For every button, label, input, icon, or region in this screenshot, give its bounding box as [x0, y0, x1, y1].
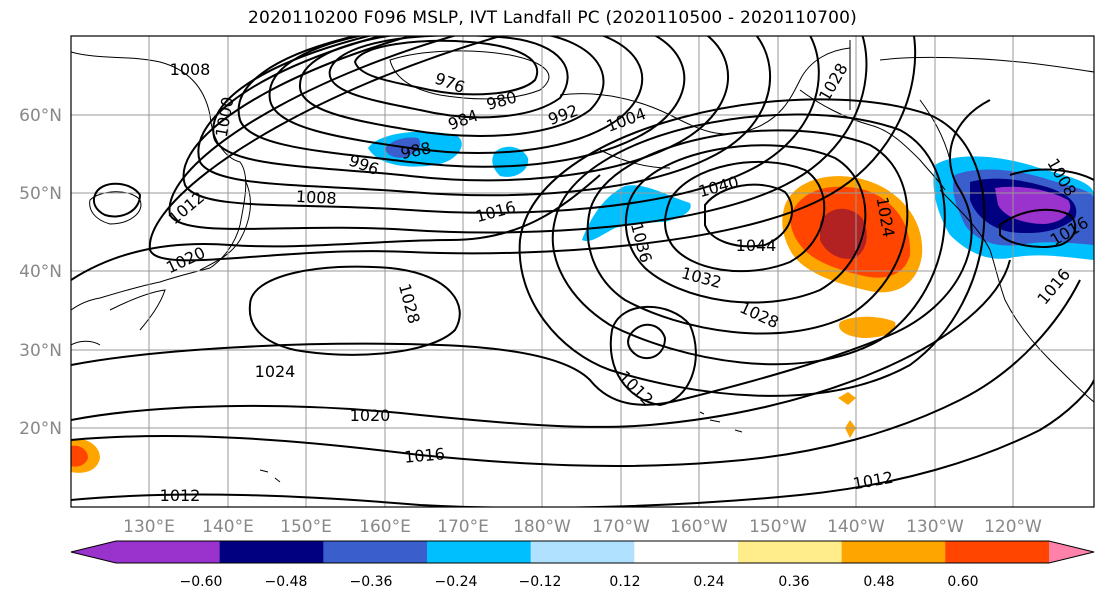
map-frame [70, 35, 1095, 508]
ivt-negative-region-core [995, 186, 1071, 224]
colorbar-tick-labels: −0.60 −0.48 −0.36 −0.24 −0.12 0.12 0.24 … [180, 574, 979, 590]
colorbar [70, 540, 1095, 564]
map-title: 2020110200 F096 MSLP, IVT Landfall PC (2… [248, 8, 857, 28]
ivt-shading [71, 131, 1094, 473]
colorbar-segment [323, 541, 428, 563]
colorbar-segment [945, 541, 1050, 563]
isobar-label: 1008 [170, 60, 211, 79]
lon-tick-label: 170°E [437, 517, 489, 537]
ivt-positive-region [838, 392, 856, 405]
lat-tick-label: 50°N [19, 184, 62, 204]
isobar-label: 1012 [160, 486, 201, 505]
colorbar-segment [530, 541, 635, 563]
ivt-negative-region [492, 146, 529, 177]
colorbar-tick-label: −0.48 [265, 574, 308, 590]
colorbar-tick-label: −0.36 [350, 574, 393, 590]
ivt-positive-region [845, 420, 856, 438]
lon-tick-label: 160°W [670, 517, 728, 537]
lon-tick-label: 150°W [749, 517, 807, 537]
colorbar-tick-label: 0.48 [863, 574, 894, 590]
colorbar-tick-label: 0.36 [778, 574, 809, 590]
isobar-label: 1024 [255, 362, 296, 381]
ivt-positive-region [839, 316, 896, 338]
lon-tick-label: 130°W [906, 517, 964, 537]
colorbar-tick-label: −0.24 [435, 574, 478, 590]
lon-tick-label: 170°W [592, 517, 650, 537]
lon-tick-label: 130°E [123, 517, 175, 537]
lat-tick-label: 40°N [19, 262, 62, 282]
lat-tick-label: 60°N [19, 106, 62, 126]
colorbar-segment [116, 541, 221, 563]
colorbar-extend-low [71, 541, 116, 563]
colorbar-segment [219, 541, 324, 563]
isobar-label: 1016 [403, 444, 445, 466]
colorbar-segment [427, 541, 532, 563]
mslp-isobars [71, 36, 1094, 507]
colorbar-segment [841, 541, 946, 563]
colorbar-tick-label: 0.12 [609, 574, 640, 590]
latitude-labels: 60°N 50°N 40°N 30°N 20°N [19, 106, 62, 439]
colorbar-tick-label: −0.12 [519, 574, 562, 590]
lon-tick-label: 120°W [984, 517, 1042, 537]
longitude-labels: 130°E 140°E 150°E 160°E 170°E 180°W 170°… [123, 517, 1042, 537]
ivt-positive-region-core [820, 208, 867, 259]
lon-tick-label: 140°E [202, 517, 254, 537]
lon-tick-label: 140°W [827, 517, 885, 537]
isobar-label: 1020 [350, 406, 391, 425]
ivt-positive-region-core [71, 445, 88, 467]
lat-tick-label: 20°N [19, 419, 62, 439]
lon-tick-label: 180°W [513, 517, 571, 537]
colorbar-outline [70, 540, 1095, 564]
lon-tick-label: 150°E [280, 517, 332, 537]
colorbar-segment [634, 541, 739, 563]
colorbar-tick-label: 0.60 [947, 574, 978, 590]
isobar-label: 1044 [736, 236, 777, 255]
colorbar-extend-high [1049, 541, 1094, 563]
lon-tick-label: 160°E [359, 517, 411, 537]
coastlines [71, 40, 1094, 483]
colorbar-segment [738, 541, 843, 563]
lat-tick-label: 30°N [19, 341, 62, 361]
colorbar-tick-label: −0.60 [180, 574, 223, 590]
colorbar-tick-label: 0.24 [693, 574, 724, 590]
isobar-label: 1008 [295, 187, 337, 208]
map-panel: 1008 1000 976 980 992 1004 1028 984 988 … [71, 36, 1094, 507]
